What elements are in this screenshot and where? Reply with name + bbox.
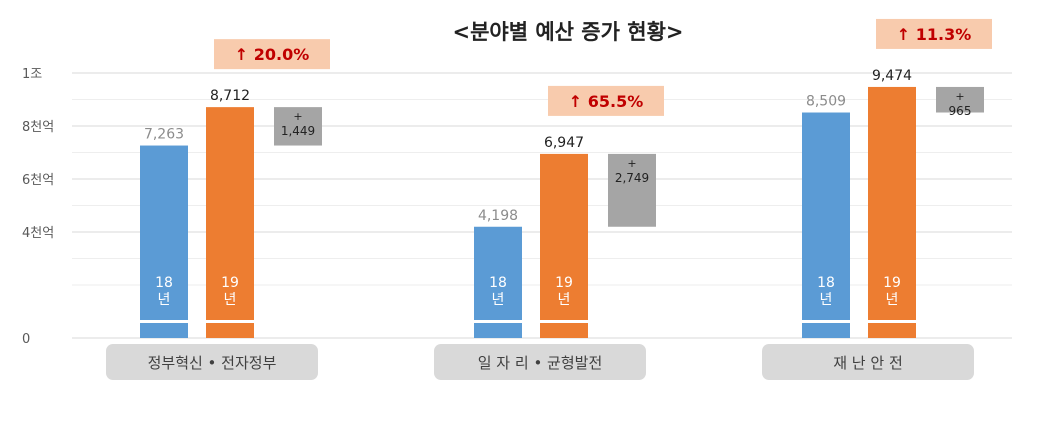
growth-badge (548, 85, 664, 116)
year-label: 년 (820, 292, 833, 308)
growth-label: ↑ 65.5% (569, 92, 643, 111)
y-tick-label: 1조 (22, 67, 42, 82)
growth-badge (876, 18, 992, 49)
y-tick-label: 6천억 (22, 173, 54, 188)
y-tick-label: 8천억 (22, 120, 54, 135)
category-label: 정부혁신 • 전자정부 (148, 354, 277, 372)
year-label: 19 (883, 275, 901, 291)
year-label: 18 (155, 275, 173, 291)
increase-bar (936, 86, 984, 113)
increase-label: 965 (949, 104, 972, 118)
category-label: 일 자 리 • 균형발전 (478, 354, 603, 372)
bar-19 (868, 86, 916, 339)
data-label: 7,263 (144, 127, 184, 143)
increase-bar (274, 107, 322, 146)
y-tick-label: 4천억 (22, 226, 54, 241)
year-label: 19 (555, 275, 573, 291)
category-pill (434, 344, 646, 380)
year-label: 년 (492, 292, 505, 308)
year-label: 년 (224, 292, 237, 308)
growth-label: ↑ 20.0% (235, 45, 309, 64)
increase-label: 2,749 (615, 171, 649, 185)
increase-sign: + (627, 157, 636, 170)
year-label: 19 (221, 275, 239, 291)
category-pill (762, 344, 974, 380)
growth-badge (214, 39, 330, 70)
bar-19 (540, 153, 588, 338)
increase-sign: + (293, 110, 302, 123)
bar-18 (474, 226, 522, 338)
bar-18 (140, 145, 188, 338)
increase-sign: + (955, 90, 964, 103)
bar-break (206, 320, 254, 323)
y-tick-label: 0 (22, 332, 30, 347)
bar-break (868, 320, 916, 323)
increase-label: 1,449 (281, 124, 315, 138)
bar-19 (206, 107, 254, 338)
year-label: 년 (158, 292, 171, 308)
bar-break (140, 320, 188, 323)
year-label: 년 (558, 292, 571, 308)
data-label: 6,947 (544, 135, 584, 151)
year-label: 18 (489, 275, 507, 291)
data-label: 9,474 (872, 68, 912, 84)
data-label: 8,712 (210, 88, 250, 104)
data-label: 4,198 (478, 208, 518, 224)
category-pill (106, 344, 318, 380)
bar-break (474, 320, 522, 323)
year-label: 18 (817, 275, 835, 291)
bar-break (540, 320, 588, 323)
bar-18 (802, 112, 850, 338)
category-label: 재 난 안 전 (833, 354, 903, 372)
bar-break (802, 320, 850, 323)
year-label: 년 (886, 292, 899, 308)
chart-title: <분야별 예산 증가 현황> (452, 20, 683, 44)
growth-label: ↑ 11.3% (897, 25, 971, 44)
data-label: 8,509 (806, 94, 846, 110)
increase-bar (608, 153, 656, 227)
